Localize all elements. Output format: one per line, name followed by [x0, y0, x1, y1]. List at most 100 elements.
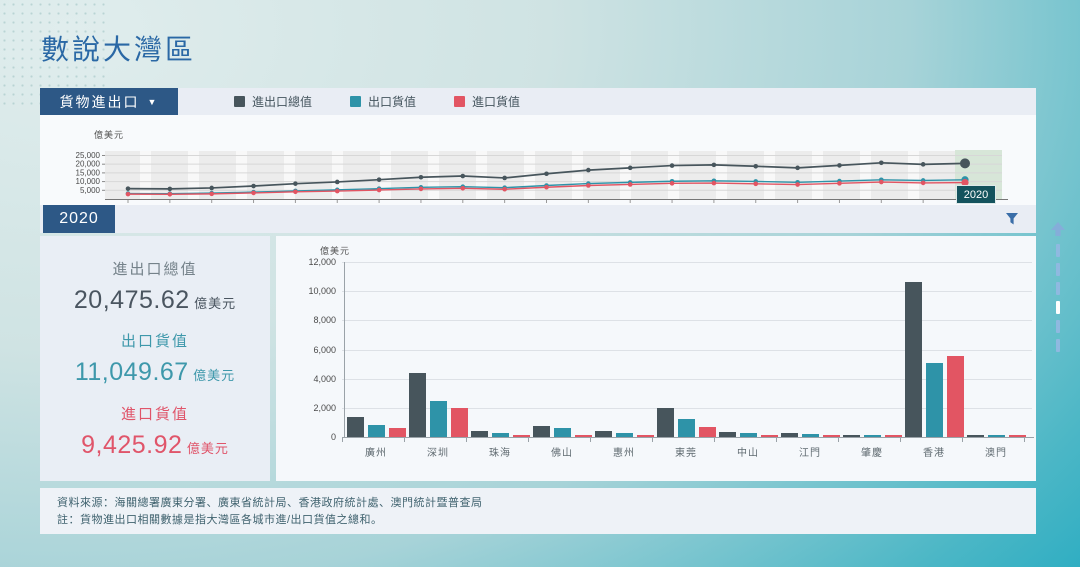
- timeline-point[interactable]: [502, 186, 507, 192]
- timeline-point[interactable]: [544, 184, 549, 190]
- bar[interactable]: [491, 433, 509, 437]
- page-nav-dash[interactable]: [1056, 263, 1060, 276]
- timeline-point[interactable]: [711, 180, 717, 186]
- bar-group-中山[interactable]: [717, 262, 779, 437]
- selected-year-chip[interactable]: 2020: [43, 205, 115, 233]
- timeline-point[interactable]: [961, 178, 969, 187]
- timeline-point[interactable]: [879, 160, 884, 166]
- up-arrow-icon[interactable]: [1050, 222, 1066, 236]
- timeline-point[interactable]: [502, 175, 507, 181]
- bar[interactable]: [532, 426, 550, 437]
- page-nav-dash[interactable]: [1056, 339, 1060, 352]
- bar[interactable]: [904, 282, 922, 437]
- bar-plot-area[interactable]: [345, 262, 1027, 437]
- bar[interactable]: [739, 432, 757, 437]
- page-nav-dash[interactable]: [1056, 282, 1060, 295]
- bar[interactable]: [842, 435, 860, 437]
- bar[interactable]: [677, 418, 695, 437]
- bar[interactable]: [636, 435, 654, 437]
- bar[interactable]: [760, 435, 778, 437]
- bar[interactable]: [884, 435, 902, 437]
- bar[interactable]: [450, 407, 468, 437]
- timeline-point[interactable]: [669, 181, 675, 186]
- bar[interactable]: [698, 426, 716, 437]
- bar-group-澳門[interactable]: [965, 262, 1027, 437]
- timeline-point[interactable]: [795, 182, 800, 187]
- bar[interactable]: [470, 430, 488, 437]
- timeline-point[interactable]: [293, 181, 298, 186]
- bar-group-惠州[interactable]: [593, 262, 655, 437]
- bar[interactable]: [367, 425, 385, 437]
- bar[interactable]: [966, 435, 984, 437]
- timeline-point[interactable]: [376, 177, 382, 182]
- timeline-point[interactable]: [669, 163, 675, 168]
- timeline-point[interactable]: [167, 186, 173, 192]
- timeline-point[interactable]: [753, 181, 759, 187]
- indicator-dropdown[interactable]: 貨物進出口 ▼: [40, 88, 178, 115]
- timeline-point[interactable]: [753, 163, 759, 169]
- timeline-point[interactable]: [879, 179, 884, 185]
- timeline-point[interactable]: [125, 191, 131, 197]
- timeline-point[interactable]: [251, 183, 256, 189]
- timeline-point[interactable]: [418, 186, 424, 192]
- timeline-point[interactable]: [544, 171, 549, 177]
- bar-group-東莞[interactable]: [655, 262, 717, 437]
- bar[interactable]: [1008, 435, 1026, 437]
- timeline-point[interactable]: [627, 165, 633, 171]
- bar[interactable]: [987, 435, 1005, 437]
- bar[interactable]: [388, 427, 406, 437]
- legend-item-export[interactable]: 出口貨值: [350, 93, 416, 110]
- bar-group-佛山[interactable]: [531, 262, 593, 437]
- timeline-point[interactable]: [209, 191, 214, 197]
- bar[interactable]: [429, 401, 447, 437]
- timeline-point[interactable]: [920, 180, 926, 186]
- bar[interactable]: [553, 428, 571, 437]
- timeline-point[interactable]: [711, 162, 717, 168]
- bar-group-深圳[interactable]: [407, 262, 469, 437]
- timeline-point[interactable]: [293, 189, 298, 195]
- timeline-point[interactable]: [960, 158, 970, 169]
- bar-group-香港[interactable]: [903, 262, 965, 437]
- timeline-point[interactable]: [418, 174, 424, 180]
- bar[interactable]: [946, 356, 964, 437]
- legend-item-total[interactable]: 進出口總值: [234, 93, 312, 110]
- timeline-point[interactable]: [627, 182, 633, 187]
- timeline-point[interactable]: [209, 185, 214, 191]
- legend-item-import[interactable]: 進口貨值: [454, 93, 520, 110]
- bar[interactable]: [594, 431, 612, 437]
- timeline-point[interactable]: [837, 181, 842, 186]
- timeline-point[interactable]: [376, 187, 382, 193]
- timeline-point[interactable]: [125, 186, 131, 191]
- timeline-point[interactable]: [334, 188, 340, 194]
- bar[interactable]: [780, 433, 798, 437]
- timeline-point[interactable]: [460, 173, 466, 179]
- page-nav-dash-active[interactable]: [1056, 301, 1060, 314]
- timeline-point[interactable]: [586, 183, 591, 188]
- timeline-point[interactable]: [460, 185, 466, 191]
- timeline-point[interactable]: [167, 191, 173, 197]
- bar[interactable]: [801, 434, 819, 437]
- page-nav-dash[interactable]: [1056, 244, 1060, 257]
- timeline-point[interactable]: [251, 190, 256, 196]
- bar[interactable]: [408, 372, 426, 437]
- bar-group-珠海[interactable]: [469, 262, 531, 437]
- bar[interactable]: [925, 362, 943, 437]
- bar[interactable]: [346, 416, 364, 437]
- bar[interactable]: [718, 432, 736, 437]
- funnel-icon[interactable]: [1005, 212, 1019, 226]
- page-nav-dash[interactable]: [1056, 320, 1060, 333]
- timeline-point[interactable]: [586, 167, 591, 173]
- bar-group-肇慶[interactable]: [841, 262, 903, 437]
- timeline-point[interactable]: [334, 179, 340, 185]
- timeline-point[interactable]: [920, 162, 926, 167]
- bar[interactable]: [863, 435, 881, 437]
- bar[interactable]: [512, 434, 530, 437]
- bar[interactable]: [615, 433, 633, 437]
- bar[interactable]: [574, 434, 592, 437]
- bar-group-江門[interactable]: [779, 262, 841, 437]
- timeline-point[interactable]: [795, 165, 800, 171]
- bar[interactable]: [822, 435, 840, 437]
- bar[interactable]: [656, 408, 674, 437]
- bar-group-廣州[interactable]: [345, 262, 407, 437]
